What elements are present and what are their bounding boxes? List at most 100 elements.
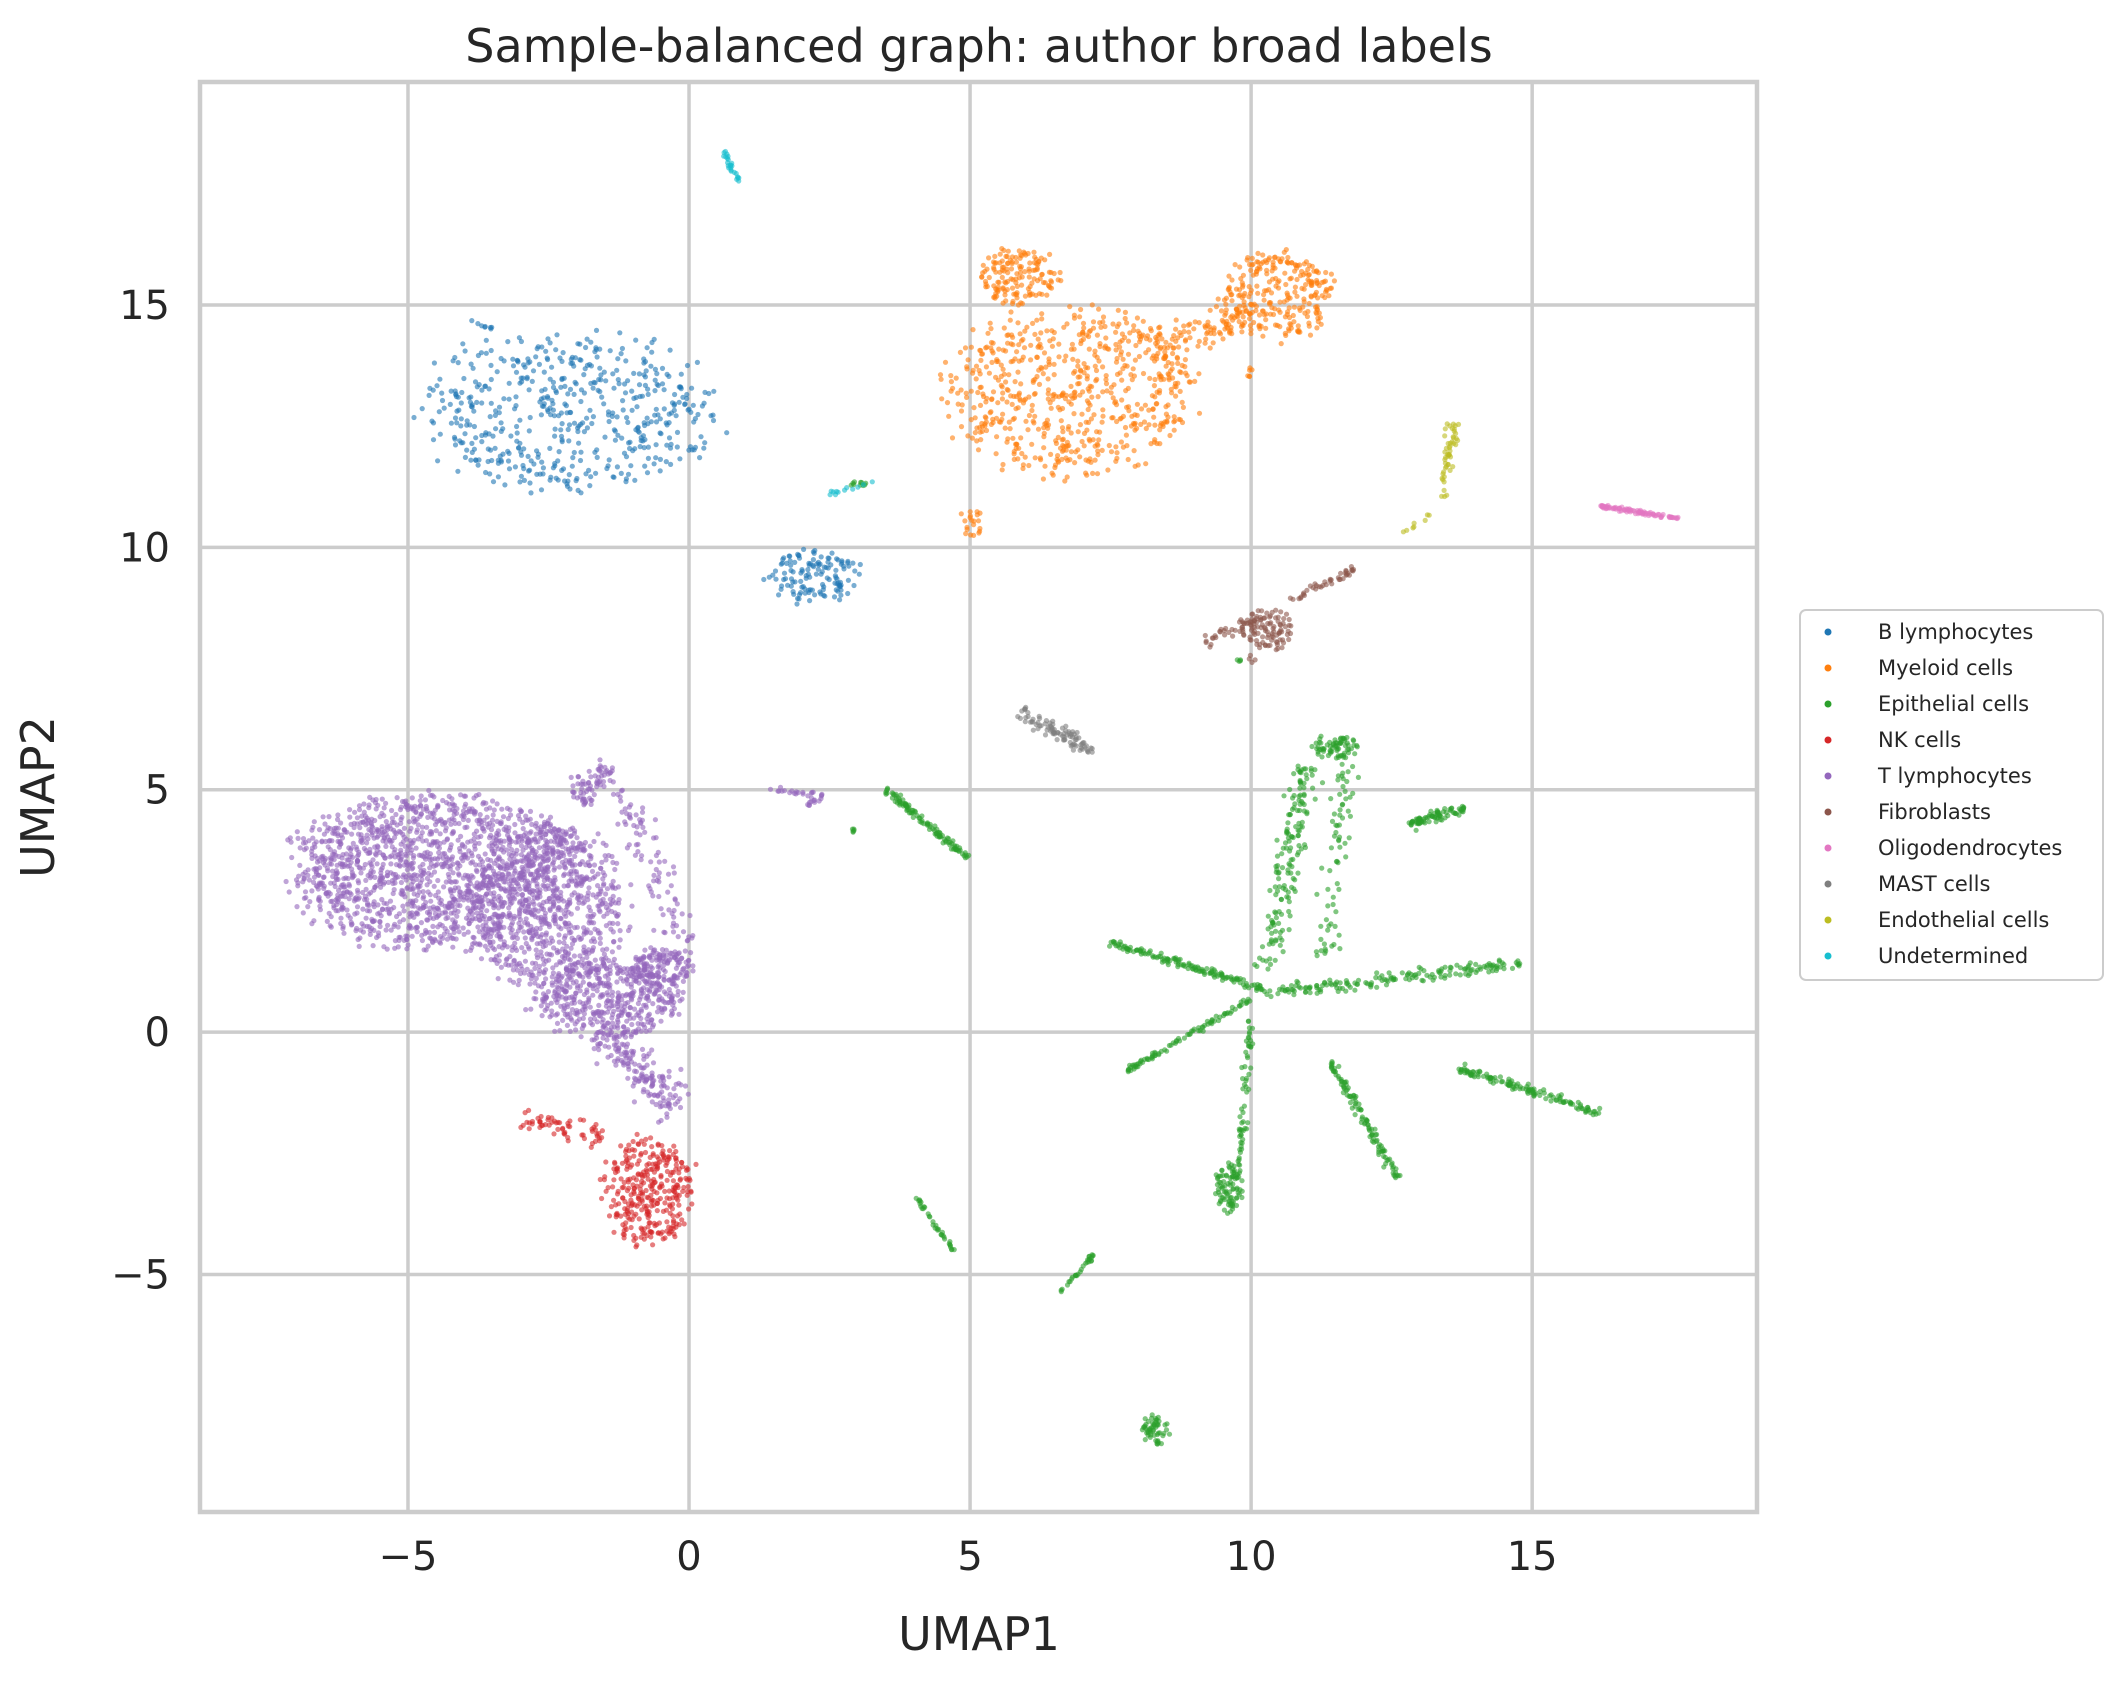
data-point [1318, 923, 1324, 929]
data-point [1094, 376, 1100, 382]
data-point [1117, 339, 1123, 345]
data-point [632, 1147, 638, 1153]
data-point [1060, 429, 1066, 435]
data-point [1236, 658, 1242, 664]
data-point [419, 877, 425, 883]
data-point [1254, 259, 1260, 265]
data-point [552, 460, 558, 467]
data-point [1089, 384, 1095, 390]
data-point [569, 463, 575, 469]
data-point [1122, 309, 1128, 315]
data-point [450, 861, 456, 867]
data-point [1229, 277, 1235, 283]
data-point [473, 457, 479, 463]
data-point [394, 913, 400, 920]
data-point [983, 427, 990, 434]
data-point [781, 576, 787, 583]
data-point [494, 801, 500, 807]
data-point [766, 574, 772, 580]
data-point [424, 824, 430, 830]
data-point [329, 898, 335, 904]
data-point [490, 812, 496, 818]
data-point [978, 357, 984, 363]
data-point [339, 905, 345, 912]
data-point [547, 445, 553, 451]
data-point [1449, 805, 1455, 811]
data-point [481, 817, 487, 824]
data-point [615, 1188, 621, 1194]
data-point [454, 806, 460, 812]
data-point [838, 561, 844, 567]
data-point [1062, 396, 1068, 402]
data-point [642, 359, 649, 365]
data-point [664, 1219, 670, 1225]
data-point [465, 855, 471, 861]
data-point [363, 886, 369, 893]
data-point [1068, 449, 1074, 455]
data-point [1077, 454, 1083, 460]
data-point [963, 531, 969, 537]
data-point [441, 884, 447, 890]
data-point [1229, 313, 1235, 319]
data-point [641, 420, 647, 426]
data-point [406, 925, 412, 931]
data-point [623, 1220, 629, 1226]
data-point [1272, 884, 1278, 890]
data-point [1013, 280, 1019, 286]
data-point [1067, 304, 1073, 310]
data-point [374, 934, 380, 941]
data-point [601, 401, 607, 407]
data-point [565, 1123, 571, 1129]
data-point [1558, 1092, 1564, 1098]
data-point [1026, 462, 1032, 469]
data-point [456, 929, 462, 935]
data-point [551, 1131, 557, 1137]
data-point [983, 399, 989, 405]
data-point [577, 457, 584, 464]
data-point [1229, 298, 1235, 304]
data-point [1302, 844, 1308, 851]
data-point [1261, 297, 1267, 303]
data-point [810, 557, 817, 563]
data-point [619, 435, 625, 441]
data-point [1015, 302, 1022, 308]
data-point [1126, 1066, 1132, 1072]
data-point [1515, 958, 1521, 964]
data-point [464, 422, 470, 428]
data-point [1245, 1043, 1252, 1049]
data-point [559, 421, 565, 427]
data-point [1315, 744, 1321, 750]
data-point [1108, 384, 1114, 390]
data-point [419, 937, 425, 944]
data-point [964, 526, 970, 533]
data-point [1032, 455, 1038, 461]
data-point [516, 445, 522, 451]
data-point [1029, 402, 1035, 408]
data-point [985, 330, 991, 336]
data-point [1318, 936, 1324, 943]
data-point [1095, 448, 1101, 454]
data-point [676, 1170, 682, 1176]
data-point [1305, 277, 1311, 283]
data-point [566, 472, 572, 478]
data-point [836, 583, 842, 589]
data-point [1244, 257, 1250, 263]
data-point [1273, 937, 1279, 943]
data-point [571, 391, 577, 397]
data-point [972, 430, 978, 436]
data-point [1003, 298, 1009, 304]
data-point [963, 390, 969, 396]
data-point [425, 943, 431, 949]
data-point [921, 821, 927, 827]
data-point [344, 907, 350, 913]
data-point [995, 400, 1001, 406]
data-point [1335, 777, 1341, 783]
data-point [991, 283, 997, 289]
data-point [1296, 327, 1302, 334]
data-point [461, 375, 467, 382]
data-point [527, 359, 533, 365]
data-point [1276, 920, 1282, 927]
data-point [538, 487, 545, 493]
data-point [1027, 260, 1033, 266]
data-point [508, 433, 514, 439]
